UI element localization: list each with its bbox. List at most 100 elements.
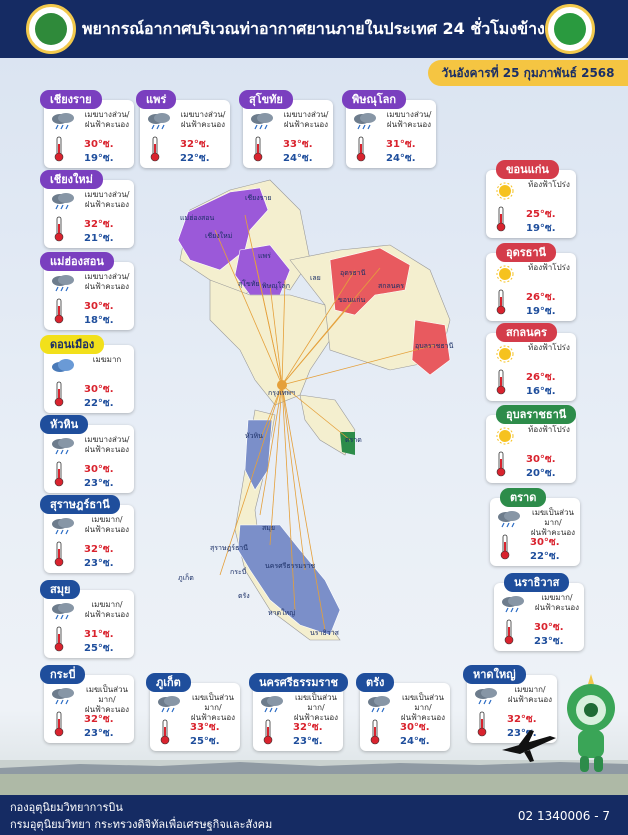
max-temperature: 30°ซ. (84, 464, 114, 475)
map-labels: เชียงราย แม่ฮ่องสอน เชียงใหม่ แพร่ สุโขท… (178, 194, 454, 637)
weather-description: เมฆเป็นส่วนมาก/ฝนฟ้าคะนอง (394, 693, 452, 723)
max-temperature: 26°ซ. (526, 292, 556, 303)
min-temperature: 25°ซ. (190, 736, 220, 747)
station-card: หาดใหญ่ เมฆมาก/ฝนฟ้าคะนอง 32°ซ. 23°ซ. (463, 665, 559, 743)
station-card: นครศรีธรรมราช เมฆเป็นส่วนมาก/ฝนฟ้าคะนอง 32… (249, 673, 349, 751)
weather-desc-line2: ฝนฟ้าคะนอง (507, 695, 553, 704)
sun-icon (492, 345, 518, 363)
map-label: ขอนแก่น (338, 296, 366, 304)
weather-description: ท้องฟ้าโปร่ง (520, 425, 578, 435)
station-name: เชียงราย (40, 90, 102, 109)
weather-description: เมฆมาก/ฝนฟ้าคะนอง (78, 600, 136, 620)
weather-desc-line1: เมฆมาก/ (91, 600, 123, 609)
station-card: เชียงใหม่ เมฆบางส่วน/ฝนฟ้าคะนอง 32°ซ. 21°ซ. (40, 170, 136, 248)
cloud-rain-icon (156, 695, 182, 713)
map-label: เลย (310, 274, 321, 282)
weather-desc-line2: ฝนฟ้าคะนอง (84, 705, 130, 714)
weather-desc-line2: ฝนฟ้าคะนอง (84, 445, 130, 454)
station-name: สุโขทัย (239, 90, 293, 109)
station-card: ขอนแก่น ท้องฟ้าโปร่ง 25°ซ. 19°ซ. (486, 160, 576, 238)
station-card: สุราษฎร์ธานี เมฆมาก/ฝนฟ้าคะนอง 32°ซ. 23°ซ. (40, 495, 136, 573)
map-label: สุโขทัย (238, 279, 260, 288)
weather-desc-line1: เมฆบางส่วน/ (84, 435, 130, 444)
map-label: นราธิวาส (310, 629, 340, 637)
station-card: อุบลราชธานี ท้องฟ้าโปร่ง 30°ซ. 20°ซ. (486, 405, 578, 483)
map-label: นครศรีธรรมราช (265, 562, 316, 570)
max-temperature: 30°ซ. (526, 454, 556, 465)
weather-description: เมฆมาก/ฝนฟ้าคะนอง (78, 515, 136, 535)
cloud-rain-icon (50, 687, 76, 705)
station-name: ดอนเมือง (40, 335, 105, 354)
max-temperature: 32°ซ. (180, 139, 210, 150)
station-card: นราธิวาส เมฆมาก/ฝนฟ้าคะนอง 30°ซ. 23°ซ. (494, 573, 584, 651)
min-temperature: 23°ซ. (534, 636, 564, 647)
header-bar: พยากรณ์อากาศบริเวณท่าอากาศยานภายในประเทศ… (0, 0, 628, 58)
weather-desc-line1: เมฆเป็นส่วนมาก/ (531, 508, 575, 527)
weather-description: เมฆเป็นส่วนมาก/ฝนฟ้าคะนอง (184, 693, 242, 723)
map-region-central (209, 279, 331, 406)
map-label: กรุงเทพฯ (268, 389, 295, 397)
weather-desc-line1: เมฆเป็นส่วนมาก/ (85, 685, 129, 704)
map-label: กระบี่ (230, 567, 246, 576)
min-temperature: 24°ซ. (283, 153, 313, 164)
station-card: สกลนคร ท้องฟ้าโปร่ง 26°ซ. 16°ซ. (486, 323, 576, 401)
weather-description: เมฆบางส่วน/ฝนฟ้าคะนอง (277, 110, 335, 130)
weather-desc-line2: ฝนฟ้าคะนอง (400, 713, 446, 722)
cloud-rain-icon (249, 112, 275, 130)
weather-desc-line2: ฝนฟ้าคะนอง (283, 120, 329, 129)
weather-desc-line1: เมฆมาก (92, 355, 122, 364)
map-label: เชียงราย (245, 194, 271, 202)
max-temperature: 32°ซ. (293, 722, 323, 733)
flight-routes (214, 214, 436, 631)
thermometer-icon (496, 289, 506, 315)
cloud-rain-icon (259, 695, 285, 713)
max-temperature: 30°ซ. (534, 622, 564, 633)
weather-description: เมฆบางส่วน/ฝนฟ้าคะนอง (78, 435, 136, 455)
thermometer-icon (54, 136, 64, 162)
station-card: กระบี่ เมฆเป็นส่วนมาก/ฝนฟ้าคะนอง 32°ซ. 23°ซ… (40, 665, 134, 743)
station-name: พิษณุโลก (342, 90, 407, 109)
max-temperature: 26°ซ. (526, 372, 556, 383)
station-name: แม่ฮ่องสอน (40, 252, 114, 271)
thermometer-icon (54, 626, 64, 652)
thermometer-icon (263, 719, 273, 745)
weather-description: เมฆมาก/ฝนฟ้าคะนอง (501, 685, 559, 705)
cloud-rain-icon (50, 602, 76, 620)
map-label: สมุย (262, 524, 275, 532)
station-name: สมุย (40, 580, 81, 599)
thermometer-icon (160, 719, 170, 745)
weather-desc-line1: เมฆเป็นส่วนมาก/ (191, 693, 235, 712)
station-card: ดอนเมือง เมฆมาก 30°ซ. 22°ซ. (40, 335, 136, 413)
weather-desc-line1: เมฆบางส่วน/ (180, 110, 226, 119)
weather-desc-line1: เมฆเป็นส่วนมาก/ (294, 693, 338, 712)
thermometer-icon (54, 298, 64, 324)
station-card: ภูเก็ต เมฆเป็นส่วนมาก/ฝนฟ้าคะนอง 33°ซ. 25°ซ… (146, 673, 242, 751)
airport-skyline (0, 760, 628, 795)
station-card: สุโขทัย เมฆบางส่วน/ฝนฟ้าคะนอง 33°ซ. 24°ซ. (239, 90, 335, 168)
weather-desc-line2: ฝนฟ้าคะนอง (293, 713, 339, 722)
min-temperature: 22°ซ. (84, 398, 114, 409)
weather-description: เมฆบางส่วน/ฝนฟ้าคะนอง (78, 190, 136, 210)
weather-description: เมฆมาก (78, 355, 136, 365)
station-card: อุดรธานี ท้องฟ้าโปร่ง 26°ซ. 19°ซ. (486, 243, 576, 321)
max-temperature: 32°ซ. (84, 714, 114, 725)
sun-icon (492, 182, 518, 200)
weather-desc-line1: ท้องฟ้าโปร่ง (528, 425, 570, 434)
station-name: เชียงใหม่ (40, 170, 103, 189)
station-name: ขอนแก่น (496, 160, 559, 179)
thermometer-icon (356, 136, 366, 162)
map-region-south-blue (237, 524, 341, 636)
weather-desc-line1: เมฆมาก/ (91, 515, 123, 524)
min-temperature: 23°ซ. (84, 558, 114, 569)
station-name: กระบี่ (40, 665, 86, 684)
cloud-rain-icon (352, 112, 378, 130)
station-card: แม่ฮ่องสอน เมฆบางส่วน/ฝนฟ้าคะนอง 30°ซ. 18°ซ… (40, 252, 134, 330)
cloud-rain-icon (473, 687, 499, 705)
sun-icon (492, 265, 518, 283)
weather-description: เมฆบางส่วน/ฝนฟ้าคะนอง (174, 110, 232, 130)
sun-icon (492, 427, 518, 445)
tmd-logo (545, 4, 595, 54)
weather-desc-line1: ท้องฟ้าโปร่ง (528, 180, 570, 189)
max-temperature: 32°ซ. (84, 219, 114, 230)
map-label: พิษณุโลก (262, 281, 290, 290)
